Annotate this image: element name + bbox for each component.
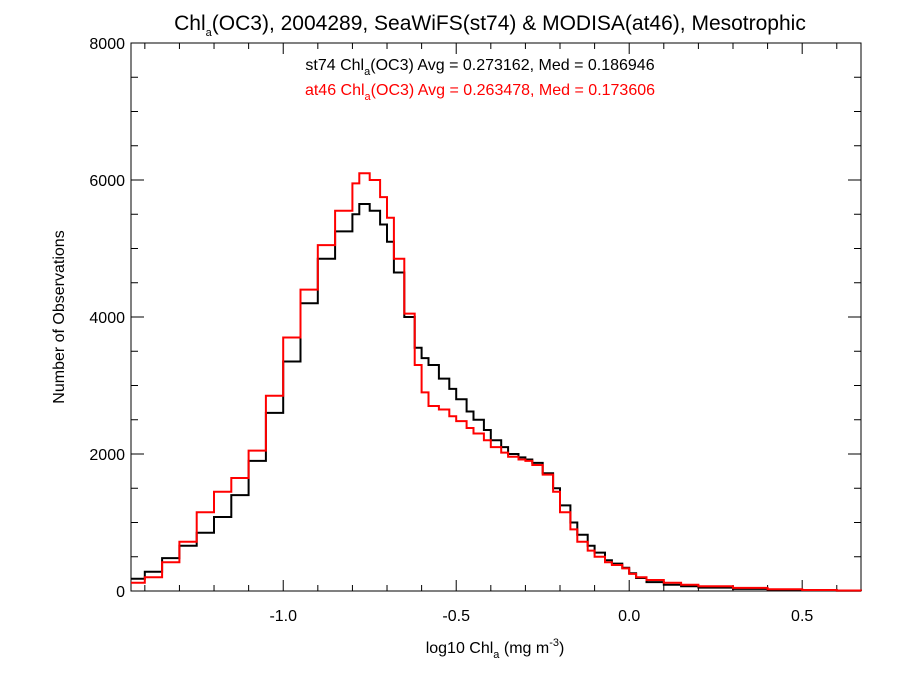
x-tick-label: 0.5	[791, 608, 813, 625]
y-tick-label: 6000	[89, 173, 125, 190]
annotation-at46-post: (OC3) Avg = 0.263478, Med = 0.173606	[371, 82, 655, 99]
x-axis-label-mid: (mg m	[499, 640, 549, 657]
x-tick-label: 0.0	[618, 608, 640, 625]
x-tick-label: -1.0	[269, 608, 297, 625]
series-st74-line	[131, 203, 862, 592]
x-tick-label: -0.5	[442, 608, 470, 625]
annotation-st74: st74 Chla(OC3) Avg = 0.273162, Med = 0.1…	[305, 57, 654, 78]
tick-group: -1.0 -0.5 0.0 0.5 0 2000 4000 6000 8000	[89, 36, 861, 625]
x-axis-label-sub: a	[493, 649, 500, 661]
chart-title: Chla(OC3), 2004289, SeaWiFS(st74) & MODI…	[174, 12, 806, 39]
annotation-st74-pre: st74 Chl	[305, 57, 364, 74]
y-tick-label: 8000	[89, 36, 125, 53]
x-axis-label: log10 Chla (mg m-3)	[426, 637, 565, 661]
chart-title-pre: Chl	[174, 12, 206, 35]
series-layer	[131, 172, 862, 592]
x-axis-label-post: )	[559, 640, 564, 657]
x-axis-label-sup: -3	[549, 637, 559, 649]
y-tick-label: 2000	[89, 447, 125, 464]
annotation-at46: at46 Chla(OC3) Avg = 0.263478, Med = 0.1…	[305, 82, 655, 103]
annotation-st74-post: (OC3) Avg = 0.273162, Med = 0.186946	[370, 57, 654, 74]
annotation-at46-sub: a	[365, 91, 372, 103]
chart-title-sub: a	[206, 27, 213, 39]
plot-frame	[130, 42, 862, 592]
chart-title-post: (OC3), 2004289, SeaWiFS(st74) & MODISA(a…	[212, 12, 806, 35]
series-at46-line	[131, 172, 862, 592]
annotation-at46-pre: at46 Chl	[305, 82, 365, 99]
y-tick-label: 0	[116, 584, 125, 601]
y-axis-label: Number of Observations	[51, 230, 68, 403]
annotation-st74-sub: a	[364, 66, 371, 78]
x-axis-label-pre: log10 Chl	[426, 640, 494, 657]
y-tick-label: 4000	[89, 310, 125, 327]
